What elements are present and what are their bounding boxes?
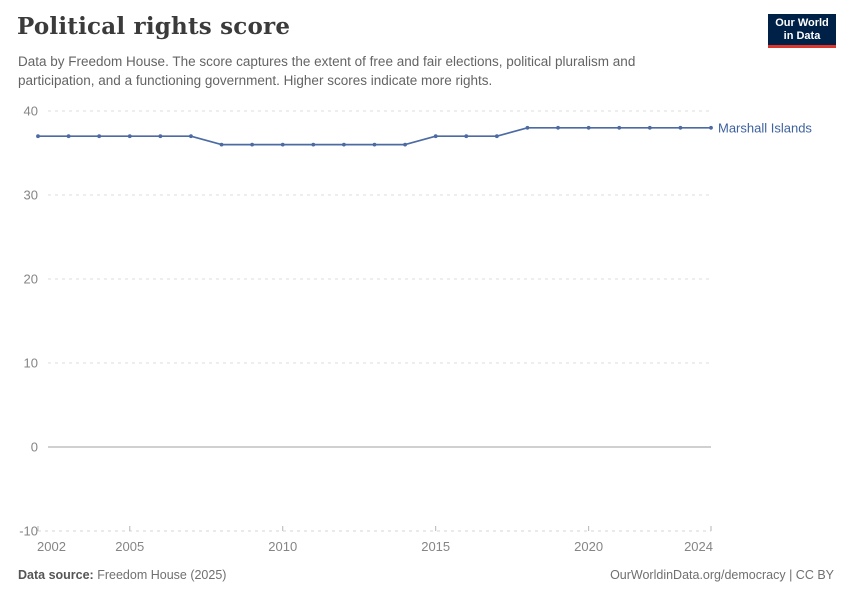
y-tick-label: 10: [24, 356, 38, 371]
data-point[interactable]: [66, 134, 71, 139]
data-point[interactable]: [219, 142, 224, 147]
x-tick-label: 2024: [684, 539, 713, 554]
data-point[interactable]: [709, 125, 713, 130]
y-tick-label: -10: [19, 524, 38, 539]
logo-line1: Our World: [775, 16, 829, 29]
data-point[interactable]: [464, 134, 469, 139]
data-source-label: Data source:: [18, 568, 94, 582]
data-source: Data source: Freedom House (2025): [18, 568, 226, 582]
line-chart[interactable]: 40 30 20 10 0 -10 2002 2005 2010 2015 2020 2024 Mars…: [0, 100, 850, 562]
data-point[interactable]: [586, 125, 591, 130]
data-point[interactable]: [556, 125, 560, 130]
series-label: Marshall Islands: [718, 120, 812, 135]
logo-line2: in Data: [783, 29, 821, 42]
x-tick-label: 2010: [268, 539, 297, 554]
data-point[interactable]: [342, 142, 346, 147]
data-point[interactable]: [433, 134, 438, 139]
data-point[interactable]: [311, 142, 316, 147]
chart-title: Political rights score: [17, 13, 291, 40]
data-point[interactable]: [617, 125, 622, 130]
data-point[interactable]: [158, 134, 163, 139]
data-source-value: Freedom House (2025): [97, 568, 227, 582]
data-point[interactable]: [97, 134, 102, 139]
data-point[interactable]: [36, 134, 40, 139]
data-point[interactable]: [494, 134, 499, 139]
data-point[interactable]: [127, 134, 132, 139]
y-tick-label: 30: [24, 188, 38, 203]
data-point[interactable]: [250, 142, 255, 147]
chart-footer: Data source: Freedom House (2025) OurWor…: [18, 568, 834, 582]
y-tick-label: 40: [24, 104, 38, 119]
owid-logo[interactable]: Our World in Data: [768, 14, 836, 48]
x-tick-label: 2020: [574, 539, 603, 554]
x-tick-label: 2002: [37, 539, 66, 554]
x-tick-label: 2005: [115, 539, 144, 554]
data-point[interactable]: [647, 125, 652, 130]
data-point[interactable]: [678, 125, 683, 130]
y-tick-label: 0: [31, 440, 38, 455]
chart-subtitle: Data by Freedom House. The score capture…: [18, 54, 636, 89]
data-point[interactable]: [372, 142, 377, 147]
x-tick-label: 2015: [421, 539, 450, 554]
y-tick-label: 20: [24, 272, 38, 287]
data-point[interactable]: [403, 142, 407, 147]
data-point[interactable]: [189, 134, 193, 139]
footer-link[interactable]: OurWorldinData.org/democracy | CC BY: [610, 568, 834, 582]
data-point[interactable]: [280, 142, 285, 147]
data-point[interactable]: [525, 125, 530, 130]
series-line: [37, 126, 712, 146]
